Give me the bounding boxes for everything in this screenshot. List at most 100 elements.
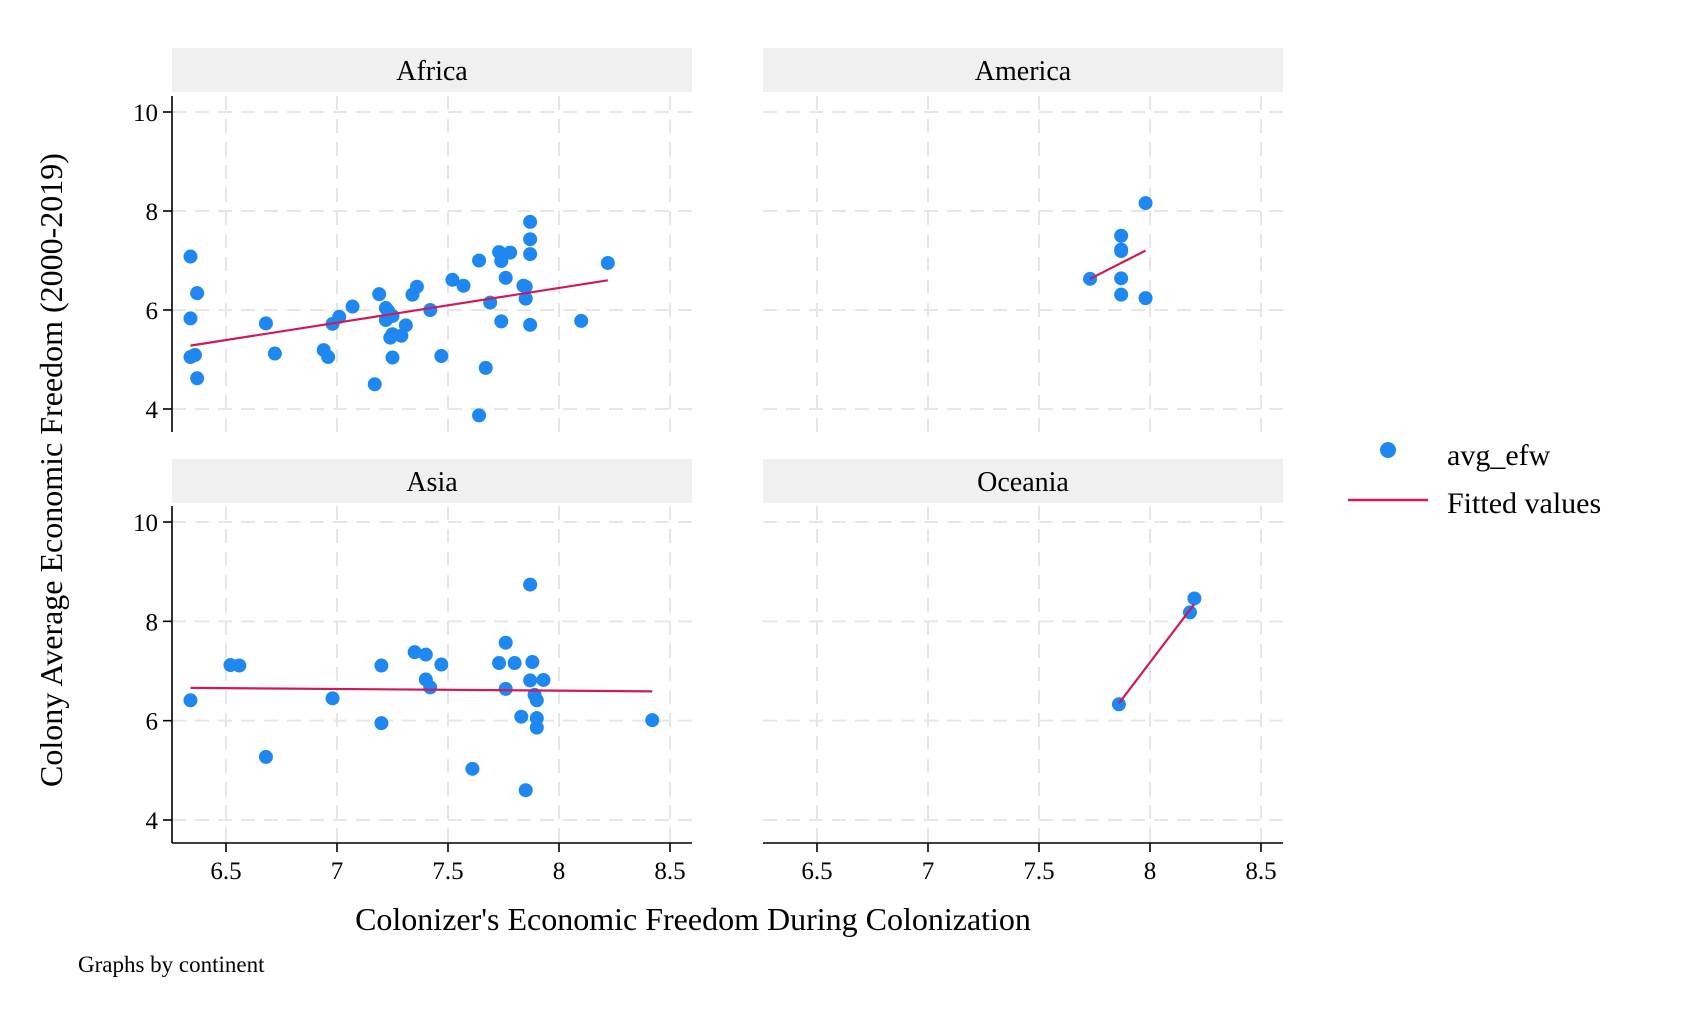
data-point [407, 645, 422, 660]
data-point [514, 709, 529, 724]
data-point [529, 693, 544, 708]
panel-title: Asia [406, 467, 458, 498]
y-tick-label: 8 [146, 199, 159, 226]
data-point [332, 309, 347, 324]
data-point [409, 279, 424, 294]
data-point [183, 311, 198, 326]
data-point [518, 291, 533, 306]
data-point [494, 253, 509, 268]
x-tick-label: 8.5 [1245, 858, 1276, 885]
data-point [523, 673, 538, 688]
data-point [498, 681, 513, 696]
data-point [472, 408, 487, 423]
data-point [492, 656, 507, 671]
x-tick-label: 6.5 [210, 858, 241, 885]
data-point [472, 253, 487, 268]
graphs-by-note: Graphs by continent [78, 952, 265, 977]
y-tick-label: 6 [146, 709, 159, 736]
data-point [494, 314, 509, 329]
data-point [187, 348, 202, 363]
data-point [456, 278, 471, 293]
data-point [1138, 196, 1153, 211]
data-point [1114, 271, 1129, 286]
legend-avg-efw-marker [1380, 442, 1396, 458]
data-point [434, 657, 449, 672]
data-point [518, 783, 533, 798]
data-point [321, 350, 336, 365]
data-point [574, 313, 589, 328]
data-point [445, 272, 460, 287]
panel-title: America [975, 56, 1072, 87]
x-tick-label: 7.5 [1023, 858, 1054, 885]
panel-title: Oceania [977, 467, 1069, 498]
data-point [478, 360, 493, 375]
data-point [525, 655, 540, 670]
x-tick-label: 8 [1144, 858, 1157, 885]
panel-title: Africa [396, 56, 468, 87]
y-tick-label: 4 [146, 397, 159, 424]
y-tick-label: 10 [133, 510, 158, 537]
data-point [258, 749, 273, 764]
x-tick-label: 8 [553, 858, 566, 885]
panel-oceania: Oceania 6.5 7 7.5 8 8.5 [763, 459, 1283, 885]
data-point [367, 377, 382, 392]
data-point [258, 316, 273, 331]
x-tick-label: 7 [922, 858, 935, 885]
data-point [507, 656, 522, 671]
data-point [385, 350, 400, 365]
x-tick-label: 7.5 [432, 858, 463, 885]
data-point [232, 658, 247, 673]
data-point [523, 577, 538, 592]
data-point [1114, 287, 1129, 302]
x-tick-label: 8.5 [654, 858, 685, 885]
data-point [1187, 591, 1202, 606]
y-tick-label: 4 [146, 808, 159, 835]
y-axis-title: Colony Average Economic Freedom (2000-20… [33, 153, 69, 787]
panel-strip [172, 459, 692, 503]
data-point [536, 672, 551, 687]
fitted-line [190, 279, 609, 347]
data-point [190, 371, 205, 386]
panel-africa: Africa 4 6 8 10 [133, 48, 692, 432]
data-point [372, 287, 387, 302]
data-point [423, 680, 438, 695]
y-tick-label: 8 [146, 609, 159, 636]
legend-fitted-values-label: Fitted values [1447, 487, 1601, 520]
panel-asia: Asia 4 6 8 10 6.5 7 7.5 8 8.5 [133, 459, 692, 885]
data-point [1114, 244, 1129, 259]
data-point [465, 761, 480, 776]
data-point [434, 349, 449, 364]
data-point [267, 346, 282, 361]
data-point [503, 245, 518, 260]
data-point [529, 720, 544, 735]
legend: avg_efw Fitted values [1348, 439, 1601, 520]
panel-strip [763, 48, 1283, 92]
data-point [183, 693, 198, 708]
panel-strip [763, 459, 1283, 503]
data-point [374, 716, 389, 731]
data-point [374, 658, 389, 673]
data-point [498, 270, 513, 285]
data-point [1114, 228, 1129, 243]
data-point [345, 299, 360, 314]
data-point [523, 247, 538, 262]
data-point [385, 308, 400, 323]
data-point [325, 691, 340, 706]
data-point [418, 647, 433, 662]
data-point [498, 635, 513, 650]
data-point [423, 303, 438, 317]
x-tick-label: 6.5 [801, 858, 832, 885]
x-axis-title: Colonizer's Economic Freedom During Colo… [355, 901, 1031, 937]
fitted-line [1118, 603, 1196, 704]
panel-america: America [763, 48, 1283, 432]
data-point [183, 249, 198, 264]
data-point [398, 318, 413, 333]
x-tick-label: 7 [331, 858, 344, 885]
y-tick-label: 10 [133, 100, 158, 127]
data-point [600, 255, 615, 270]
data-point [518, 279, 533, 294]
data-point [190, 286, 205, 301]
legend-avg-efw-label: avg_efw [1447, 439, 1551, 472]
